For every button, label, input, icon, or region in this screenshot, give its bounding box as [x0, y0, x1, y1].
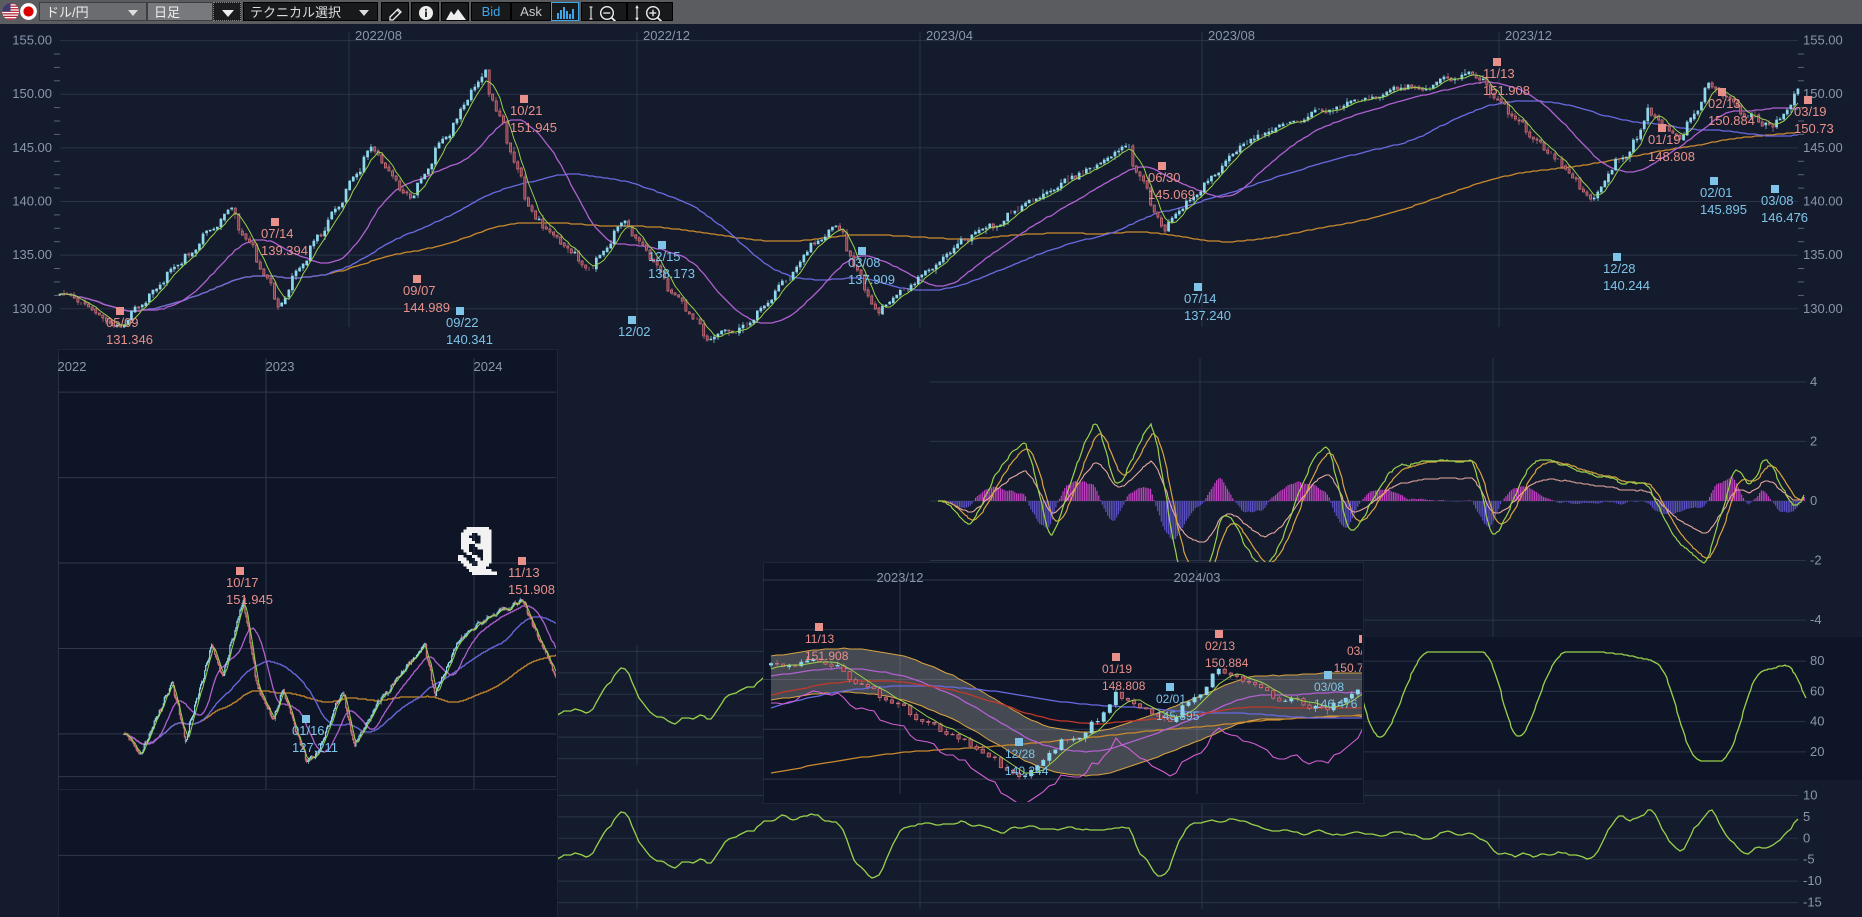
svg-text:2022: 2022 [58, 359, 86, 374]
svg-text:09/22: 09/22 [446, 315, 479, 330]
svg-text:2023/12: 2023/12 [1505, 28, 1552, 43]
svg-text:140.00: 140.00 [12, 193, 52, 208]
svg-text:151.908: 151.908 [1483, 83, 1530, 98]
svg-text:01/16: 01/16 [292, 723, 325, 738]
svg-text:133.616: 133.616 [618, 341, 665, 344]
svg-text:12/28: 12/28 [1603, 261, 1636, 276]
svg-text:140.244: 140.244 [1005, 764, 1049, 778]
svg-text:131.346: 131.346 [106, 332, 153, 344]
svg-text:127.211: 127.211 [292, 740, 338, 755]
svg-text:2023/04: 2023/04 [926, 28, 973, 43]
svg-text:2024/03: 2024/03 [1174, 570, 1221, 585]
svg-text:2022/12: 2022/12 [643, 28, 690, 43]
svg-text:139.394: 139.394 [261, 243, 308, 258]
svg-text:140.341: 140.341 [446, 332, 493, 344]
svg-text:4: 4 [1810, 374, 1817, 389]
svg-text:138.173: 138.173 [648, 266, 695, 281]
svg-text:145.895: 145.895 [1156, 709, 1200, 723]
svg-text:0: 0 [1810, 493, 1817, 508]
svg-text:155.00: 155.00 [12, 33, 52, 48]
svg-text:130.00: 130.00 [12, 301, 52, 316]
svg-text:-10: -10 [1803, 873, 1822, 888]
svg-text:03/19: 03/19 [1794, 104, 1827, 119]
svg-text:11/13: 11/13 [508, 565, 540, 580]
svg-text:60: 60 [1810, 683, 1824, 698]
svg-text:12/02: 12/02 [618, 324, 651, 339]
svg-text:151.908: 151.908 [805, 649, 849, 663]
svg-text:135.00: 135.00 [12, 247, 52, 262]
svg-text:03/08: 03/08 [1761, 193, 1794, 208]
svg-text:02/01: 02/01 [1156, 692, 1186, 706]
svg-text:150.73: 150.73 [1794, 121, 1834, 136]
svg-text:148.808: 148.808 [1102, 679, 1146, 693]
svg-text:145.069: 145.069 [1148, 187, 1195, 202]
svg-text:2023/12: 2023/12 [877, 570, 924, 585]
svg-text:01/19: 01/19 [1102, 662, 1132, 676]
svg-text:146.476: 146.476 [1761, 210, 1808, 225]
svg-text:137.240: 137.240 [1184, 308, 1231, 323]
svg-text:10/17: 10/17 [226, 575, 259, 590]
svg-text:-15: -15 [1803, 895, 1822, 910]
svg-text:03/08: 03/08 [1314, 680, 1344, 694]
svg-text:-5: -5 [1803, 852, 1815, 867]
svg-text:2023: 2023 [266, 359, 295, 374]
svg-text:09/07: 09/07 [403, 283, 436, 298]
svg-text:02/01: 02/01 [1700, 185, 1733, 200]
svg-text:145.895: 145.895 [1700, 202, 1747, 217]
svg-text:07/14: 07/14 [1184, 291, 1217, 306]
svg-text:-2: -2 [1810, 553, 1822, 568]
svg-text:05/09: 05/09 [106, 315, 139, 330]
svg-text:12/15: 12/15 [648, 249, 681, 264]
svg-text:11/13: 11/13 [805, 632, 834, 646]
svg-text:5: 5 [1803, 809, 1810, 824]
svg-text:01/19: 01/19 [1648, 132, 1681, 147]
svg-text:148.808: 148.808 [1648, 149, 1695, 164]
svg-text:2022/08: 2022/08 [355, 28, 402, 43]
svg-text:145.00: 145.00 [1803, 140, 1843, 155]
svg-text:07/14: 07/14 [261, 226, 294, 241]
svg-text:2: 2 [1810, 433, 1817, 448]
svg-text:151.945: 151.945 [510, 120, 557, 135]
svg-text:03/08: 03/08 [848, 255, 881, 270]
svg-text:140.00: 140.00 [1803, 193, 1843, 208]
svg-text:135.00: 135.00 [1803, 247, 1843, 262]
svg-text:151.945: 151.945 [226, 592, 273, 607]
svg-text:150.731: 150.731 [1334, 661, 1362, 675]
svg-text:40: 40 [1810, 714, 1824, 729]
svg-text:10/21: 10/21 [510, 103, 543, 118]
svg-text:0: 0 [1803, 830, 1810, 845]
svg-text:-4: -4 [1810, 612, 1822, 627]
svg-text:10: 10 [1803, 787, 1817, 802]
svg-text:2023/08: 2023/08 [1208, 28, 1255, 43]
svg-text:150.00: 150.00 [12, 86, 52, 101]
svg-text:02/13: 02/13 [1708, 96, 1741, 111]
svg-text:20: 20 [1810, 744, 1824, 759]
svg-text:150.884: 150.884 [1708, 113, 1755, 128]
svg-text:151.908: 151.908 [508, 582, 555, 597]
svg-text:155.00: 155.00 [1803, 33, 1843, 48]
svg-text:11/13: 11/13 [1483, 66, 1515, 81]
svg-text:2024: 2024 [474, 359, 503, 374]
svg-text:144.989: 144.989 [403, 300, 450, 315]
svg-text:80: 80 [1810, 653, 1824, 668]
svg-text:140.244: 140.244 [1603, 278, 1650, 293]
svg-text:137.909: 137.909 [848, 272, 895, 287]
svg-text:12/28: 12/28 [1005, 747, 1035, 761]
svg-text:130.00: 130.00 [1803, 301, 1843, 316]
svg-text:146.476: 146.476 [1314, 697, 1358, 711]
svg-text:02/13: 02/13 [1205, 639, 1235, 653]
svg-text:145.00: 145.00 [12, 140, 52, 155]
svg-text:150.884: 150.884 [1205, 656, 1249, 670]
svg-text:06/30: 06/30 [1148, 170, 1181, 185]
svg-text:03/19: 03/19 [1347, 644, 1362, 658]
